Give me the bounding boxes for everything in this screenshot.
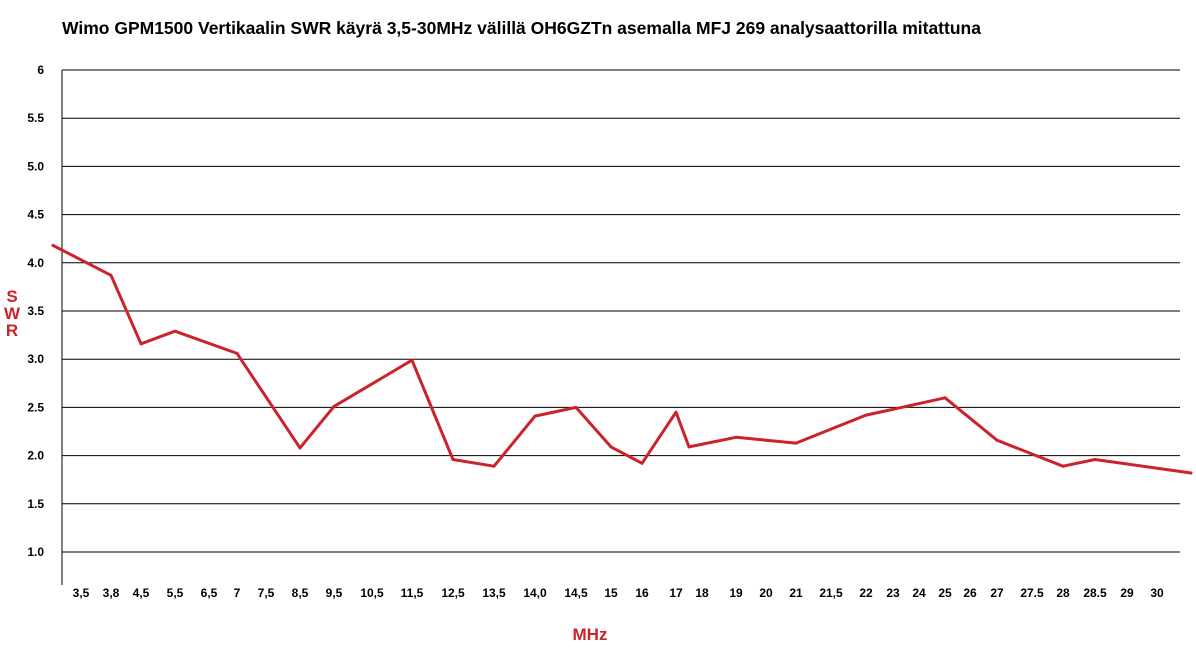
- x-tick-label: 30: [1150, 586, 1164, 600]
- x-tick-label: 10,5: [360, 586, 384, 600]
- gridlines: [61, 69, 1180, 585]
- y-axis-ticks: 1.0 1.5 2.0 2.5 3.0 3.5 4.0 4.5 5.0 5.5 6: [27, 63, 44, 559]
- x-tick-label: 13,5: [482, 586, 506, 600]
- swr-data-point: [734, 435, 738, 439]
- y-tick-label: 2.0: [27, 449, 44, 463]
- x-tick-label: 12,5: [441, 586, 465, 600]
- swr-series-line: [51, 243, 1193, 475]
- swr-data-point: [51, 243, 55, 247]
- x-tick-label: 29: [1120, 586, 1134, 600]
- swr-data-point: [451, 458, 455, 461]
- y-tick-label: 5.5: [27, 111, 44, 125]
- x-tick-label: 26: [963, 586, 977, 600]
- y-axis-label-letter: R: [5, 321, 19, 340]
- swr-data-point: [1093, 458, 1097, 461]
- x-tick-label: 22: [859, 586, 873, 600]
- y-tick-label: 5.0: [27, 159, 44, 173]
- x-tick-label: 9,5: [326, 586, 343, 600]
- y-axis-label-letter: W: [3, 304, 21, 323]
- swr-data-point: [609, 445, 613, 449]
- chart-title: Wimo GPM1500 Vertikaalin SWR käyrä 3,5-3…: [62, 18, 981, 38]
- y-tick-label: 2.5: [27, 400, 44, 414]
- swr-data-point: [1061, 464, 1065, 468]
- swr-data-point: [298, 446, 302, 450]
- swr-data-point: [891, 407, 895, 411]
- swr-data-point: [864, 413, 868, 417]
- x-tick-label: 25: [938, 586, 952, 600]
- y-tick-label: 4.5: [27, 208, 44, 222]
- y-tick-label: 3.0: [27, 352, 44, 366]
- x-tick-label: 8,5: [292, 586, 309, 600]
- x-tick-label: 7: [234, 586, 241, 600]
- x-tick-label: 3,5: [73, 586, 90, 600]
- x-tick-label: 28.5: [1083, 586, 1107, 600]
- swr-data-point: [674, 410, 678, 414]
- swr-data-point: [533, 414, 537, 418]
- swr-data-point: [109, 273, 113, 277]
- swr-data-point: [995, 438, 999, 442]
- x-tick-label: 27: [990, 586, 1004, 600]
- x-tick-label: 18: [695, 586, 709, 600]
- x-tick-label: 21: [789, 586, 803, 600]
- swr-data-point: [139, 342, 143, 346]
- y-axis-label: S W R: [3, 288, 21, 339]
- x-tick-label: 23: [886, 586, 900, 600]
- x-tick-label: 11,5: [401, 586, 424, 600]
- x-tick-label: 24: [912, 586, 926, 600]
- swr-data-point: [943, 396, 947, 400]
- x-tick-label: 15: [604, 586, 618, 600]
- swr-data-point: [492, 464, 496, 468]
- x-axis-ticks: 3,5 3,8 4,5 5,5 6,5 7 7,5 8,5 9,5 10,5 11,5 12,5 13,…: [73, 586, 1164, 600]
- x-tick-label: 5,5: [167, 586, 184, 600]
- x-tick-label: 6,5: [201, 586, 218, 600]
- swr-data-point: [687, 445, 691, 449]
- x-tick-label: 7,5: [258, 586, 275, 600]
- x-tick-label: 28: [1056, 586, 1070, 600]
- swr-data-point: [764, 438, 768, 442]
- swr-data-point: [410, 358, 414, 362]
- y-tick-label: 6: [37, 63, 44, 77]
- x-tick-label: 21,5: [819, 586, 843, 600]
- x-tick-label: 19: [729, 586, 743, 600]
- swr-data-point: [640, 461, 644, 465]
- y-tick-label: 1.5: [27, 497, 44, 511]
- x-tick-label: 27.5: [1020, 586, 1044, 600]
- swr-data-point: [574, 405, 578, 409]
- y-tick-label: 1.0: [27, 545, 44, 559]
- x-tick-label: 14,0: [523, 586, 547, 600]
- y-axis-label-letter: S: [6, 287, 18, 306]
- x-tick-label: 20: [759, 586, 773, 600]
- swr-data-point: [794, 441, 798, 445]
- x-tick-label: 4,5: [133, 586, 150, 600]
- swr-data-point: [235, 351, 239, 355]
- swr-data-point: [1189, 471, 1193, 475]
- y-tick-label: 3.5: [27, 304, 44, 318]
- x-tick-label: 17: [669, 586, 683, 600]
- x-tick-label: 16: [635, 586, 649, 600]
- y-tick-label: 4.0: [27, 256, 44, 270]
- x-tick-label: 14,5: [564, 586, 588, 600]
- x-tick-label: 3,8: [103, 586, 120, 600]
- x-axis-label: MHz: [572, 625, 608, 644]
- swr-data-point: [332, 404, 336, 408]
- series-group: [51, 243, 1193, 475]
- swr-data-point: [173, 329, 177, 333]
